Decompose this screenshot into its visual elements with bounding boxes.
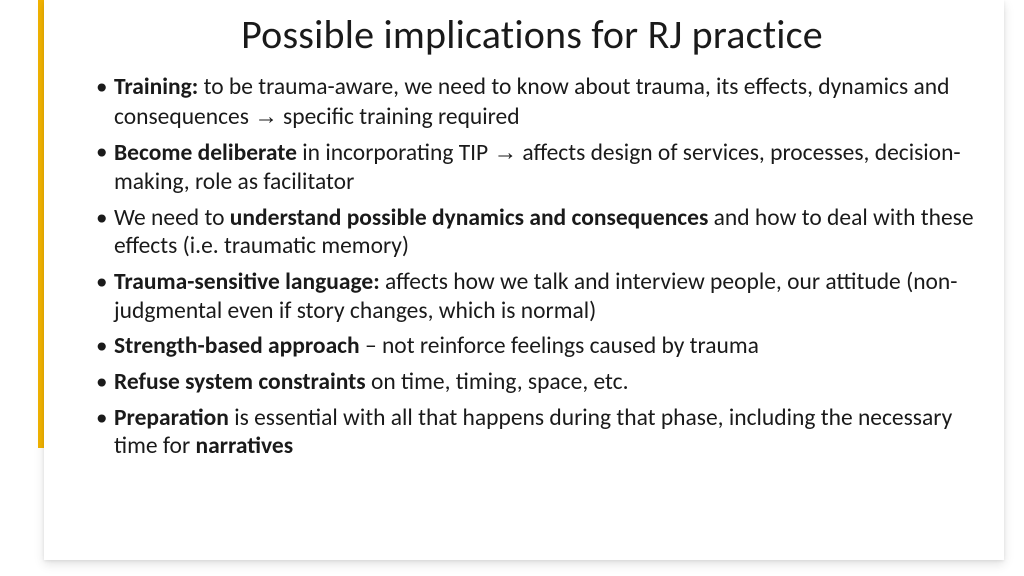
bullet-text: on time, timing, space, etc. (366, 368, 629, 396)
bullet-item: Refuse system constraints on time, timin… (92, 368, 976, 397)
bullet-item: Become deliberate in incorporating TIP →… (92, 138, 976, 196)
bullet-item: Training: to be trauma-aware, we need to… (92, 73, 976, 131)
bullet-list: Training: to be trauma-aware, we need to… (88, 73, 976, 461)
bullet-bold-text: narratives (195, 432, 293, 460)
arrow-glyph: → (254, 103, 278, 129)
bullet-bold-text: Strength-based approach (114, 332, 360, 360)
bullet-bold-text: Trauma-sensitive language: (114, 268, 380, 296)
arrow-glyph: → (494, 139, 518, 165)
bullet-item: Strength-based approach – not reinforce … (92, 332, 976, 361)
slide-card: Possible implications for RJ practice Tr… (44, 0, 1004, 560)
bullet-bold-text: Refuse system constraints (114, 368, 366, 396)
bullet-bold-text: understand possible dynamics and consequ… (230, 204, 709, 232)
bullet-text: – not reinforce feelings caused by traum… (360, 332, 759, 360)
bullet-bold-text: Training: (114, 73, 198, 101)
bullet-text: specific training required (278, 103, 520, 131)
bullet-text: to be trauma-aware, we need to know abou… (114, 73, 949, 131)
bullet-item: Trauma-sensitive language: affects how w… (92, 268, 976, 325)
slide-title: Possible implications for RJ practice (88, 10, 976, 59)
bullet-text: in incorporating TIP (297, 139, 494, 167)
bullet-text: We need to (114, 204, 230, 232)
bullet-bold-text: Become deliberate (114, 139, 297, 167)
bullet-item: Preparation is essential with all that h… (92, 404, 976, 461)
bullet-bold-text: Preparation (114, 404, 229, 432)
bullet-item: We need to understand possible dynamics … (92, 204, 976, 261)
